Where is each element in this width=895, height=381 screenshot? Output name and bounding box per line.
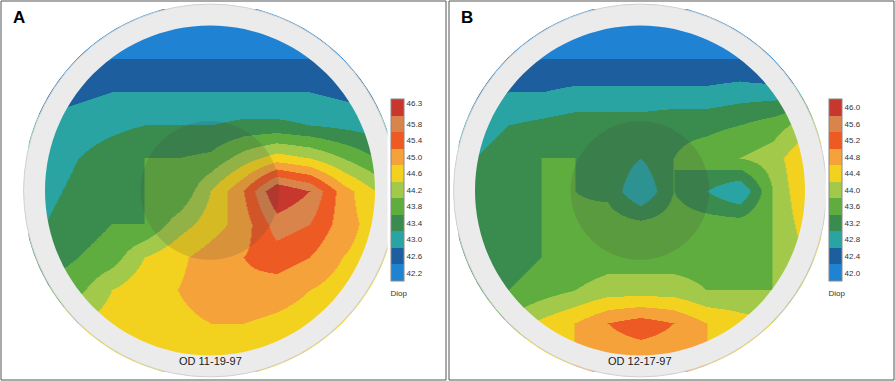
svg-text:B: B [461,8,473,27]
svg-text:42.2: 42.2 [407,269,423,278]
svg-text:44.4: 44.4 [845,169,861,178]
svg-text:Diop: Diop [829,289,846,298]
svg-text:Diop: Diop [391,289,408,298]
svg-text:45.4: 45.4 [407,136,423,145]
svg-text:44.0: 44.0 [845,186,861,195]
svg-text:A: A [13,8,25,27]
svg-text:46.3: 46.3 [407,99,423,108]
svg-text:43.4: 43.4 [407,219,423,228]
svg-text:45.6: 45.6 [845,120,861,129]
svg-text:46.0: 46.0 [845,103,861,112]
svg-text:45.0: 45.0 [407,153,423,162]
svg-text:42.8: 42.8 [845,235,861,244]
svg-text:43.8: 43.8 [407,202,423,211]
svg-text:42.0: 42.0 [845,269,861,278]
svg-text:44.6: 44.6 [407,169,423,178]
svg-text:44.8: 44.8 [845,153,861,162]
svg-text:42.4: 42.4 [845,252,861,261]
svg-text:45.8: 45.8 [407,120,423,129]
svg-text:OD 12-17-97: OD 12-17-97 [608,355,672,367]
svg-text:43.6: 43.6 [845,202,861,211]
svg-text:OD 11-19-97: OD 11-19-97 [179,355,242,367]
svg-text:43.2: 43.2 [845,219,861,228]
svg-text:44.2: 44.2 [407,186,423,195]
svg-text:42.6: 42.6 [407,252,423,261]
svg-text:43.0: 43.0 [407,235,423,244]
svg-text:45.2: 45.2 [845,136,861,145]
